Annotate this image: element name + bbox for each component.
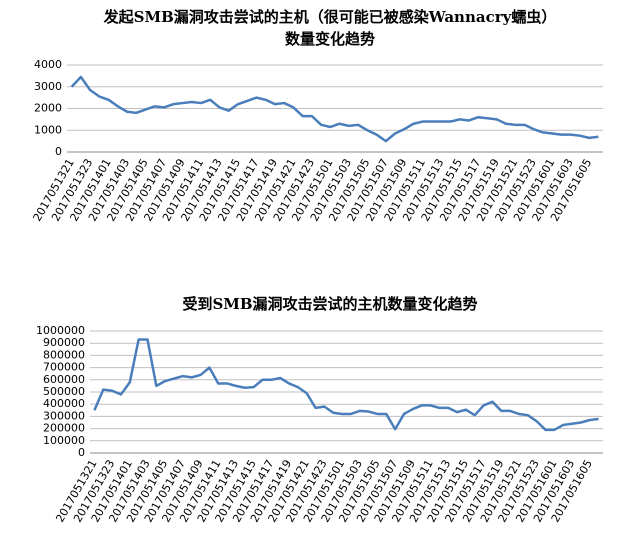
- y-tick-label: 800000: [43, 348, 85, 361]
- data-line: [70, 75, 599, 143]
- y-tick-label: 700000: [43, 361, 85, 374]
- chart-title: 发起SMB漏洞攻击尝试的主机（很可能已被感染Wannacry蠕虫）: [103, 8, 557, 26]
- y-tick-label: 1000: [34, 123, 62, 136]
- y-tick-label: 300000: [43, 409, 85, 422]
- y-tick-label: 0: [78, 446, 85, 459]
- y-tick-label: 600000: [43, 373, 85, 386]
- y-tick-label: 4000: [34, 58, 62, 71]
- y-tick-label: 1000000: [36, 324, 85, 337]
- y-tick-label: 500000: [43, 385, 85, 398]
- data-line: [93, 338, 599, 432]
- y-tick-label: 100000: [43, 434, 85, 447]
- chart-title: 数量变化趋势: [285, 30, 375, 48]
- y-tick-label: 900000: [43, 336, 85, 349]
- y-tick-label: 2000: [34, 102, 62, 115]
- y-tick-label: 3000: [34, 80, 62, 93]
- chart-title: 受到SMB漏洞攻击尝试的主机数量变化趋势: [182, 295, 477, 313]
- y-tick-label: 400000: [43, 397, 85, 410]
- y-tick-label: 0: [55, 145, 62, 158]
- y-tick-label: 200000: [43, 422, 85, 435]
